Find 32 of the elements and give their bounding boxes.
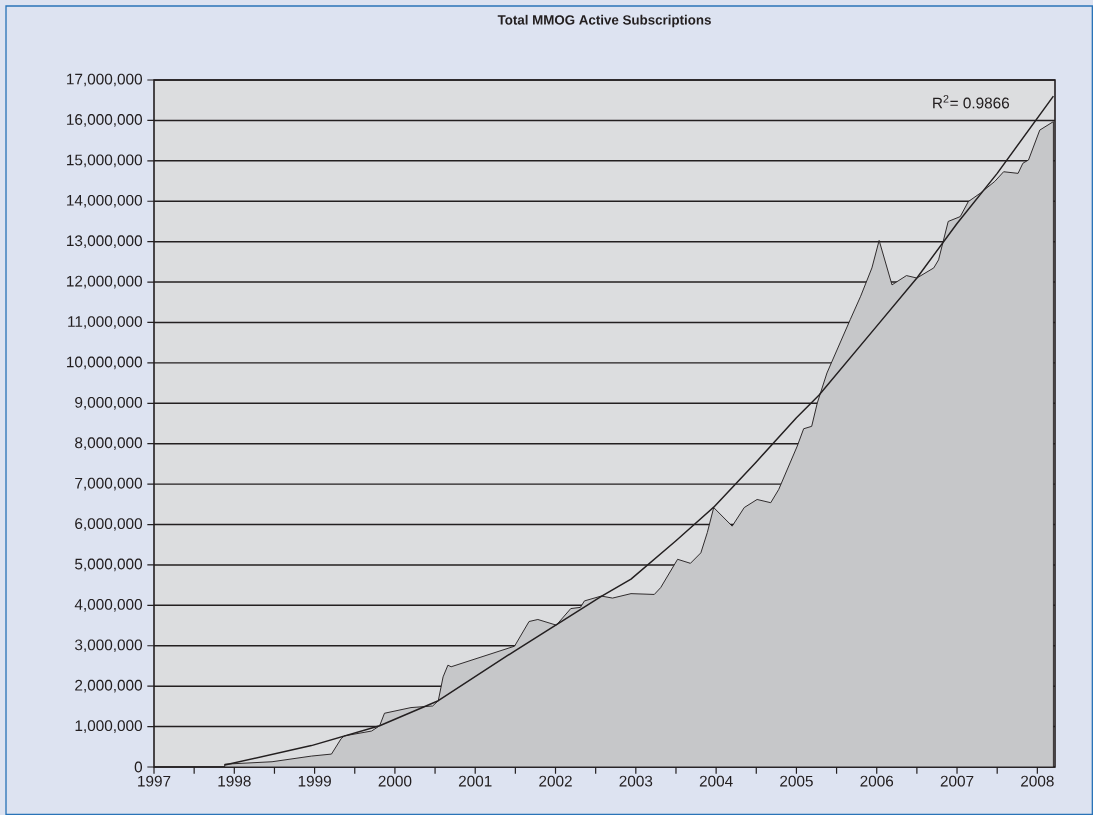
y-tick-label: 16,000,000 — [67, 114, 143, 127]
x-tick-label: 1999 — [298, 775, 331, 787]
x-tick-label: 2005 — [780, 775, 813, 787]
x-tick-label: 2000 — [378, 775, 412, 787]
y-tick-label: 1,000,000 — [75, 720, 143, 733]
y-tick-label: 2,000,000 — [75, 679, 143, 693]
x-tick-label: 1997 — [138, 775, 171, 787]
x-tick-label: 2004 — [699, 775, 733, 787]
y-tick-label: 11,000,000 — [68, 316, 143, 329]
x-tick-label: 2008 — [1021, 775, 1054, 787]
x-tick-label: 2007 — [940, 775, 974, 787]
x-tick-label: 2003 — [619, 775, 653, 787]
y-tick-label: 8,000,000 — [75, 437, 143, 451]
y-tick-label: 6,000,000 — [75, 518, 143, 531]
y-tick-label: 14,000,000 — [67, 194, 143, 208]
y-tick-label: 4,000,000 — [74, 599, 143, 612]
y-tick-label: 3,000,000 — [75, 639, 143, 653]
y-tick-label: 9,000,000 — [75, 396, 143, 410]
x-tick-label: 1998 — [218, 775, 251, 787]
y-tick-label: 5,000,000 — [75, 558, 143, 572]
chart-title: Total MMOG Active Subscriptions — [497, 14, 711, 28]
y-tick-label: 13,000,000 — [67, 235, 143, 248]
x-tick-label: 2001 — [458, 775, 492, 787]
x-tick-label: 2002 — [539, 775, 572, 787]
y-tick-label: 15,000,000 — [67, 154, 143, 168]
y-tick-label: 10,000,000 — [67, 356, 143, 370]
y-tick-label: 12,000,000 — [67, 275, 143, 289]
y-tick-label: 17,000,000 — [67, 73, 143, 87]
y-tick-label: 7,000,000 — [75, 477, 143, 491]
annotation: R$^{2}$= 0.9866 — [933, 95, 1010, 109]
x-tick-label: 2006 — [860, 775, 894, 787]
y-tick-label: 0 — [134, 761, 143, 773]
